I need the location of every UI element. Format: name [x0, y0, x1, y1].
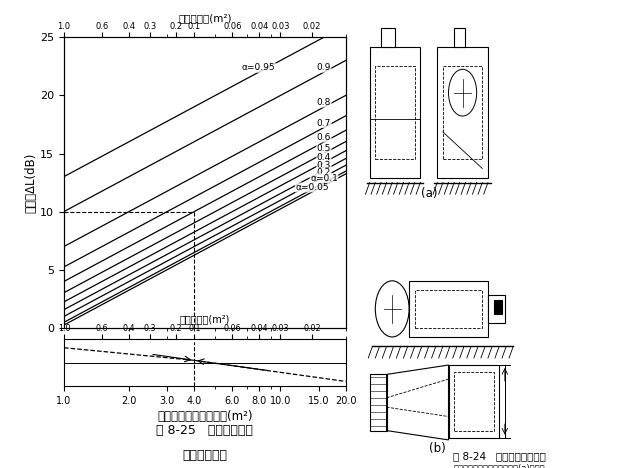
Text: α=0.1: α=0.1	[310, 174, 338, 183]
Text: 0.8: 0.8	[317, 98, 331, 107]
Bar	[381, 28, 395, 47]
Bar	[375, 66, 415, 159]
Text: ）消声筱装在空调机组出口处(a)消声筱: ）消声筱装在空调机组出口处(a)消声筱	[453, 463, 545, 468]
X-axis label: 出口断面积(m²): 出口断面积(m²)	[180, 314, 230, 325]
Bar	[488, 295, 505, 323]
Bar	[454, 372, 493, 431]
Text: 0.5: 0.5	[317, 144, 331, 153]
Text: α=0.95: α=0.95	[242, 63, 275, 72]
Text: 图 8-24   消声静压筱的应用: 图 8-24 消声静压筱的应用	[452, 452, 546, 461]
Text: 0.6: 0.6	[317, 133, 331, 142]
Bar	[454, 28, 465, 47]
Bar	[370, 374, 387, 431]
Bar	[449, 365, 499, 438]
Text: (b): (b)	[429, 442, 445, 455]
Text: 0.3: 0.3	[317, 161, 331, 170]
Text: α=0.05: α=0.05	[295, 183, 329, 192]
Bar	[437, 47, 488, 178]
Text: 0.9: 0.9	[317, 63, 331, 72]
X-axis label: 箱内衬贴吸声材料面积(m²): 箱内衬贴吸声材料面积(m²)	[157, 410, 253, 423]
Bar	[443, 66, 483, 159]
Bar	[415, 290, 483, 328]
Y-axis label: 消声量ΔL(dB): 消声量ΔL(dB)	[24, 152, 37, 213]
Bar	[409, 281, 488, 337]
X-axis label: 出口断面积(m²): 出口断面积(m²)	[178, 13, 232, 23]
Text: 消声量线算图: 消声量线算图	[182, 449, 227, 462]
Text: (a): (a)	[420, 187, 437, 200]
Bar	[493, 300, 502, 314]
Bar	[370, 47, 420, 178]
Text: 0.2: 0.2	[317, 168, 331, 177]
Text: 0.4: 0.4	[317, 154, 331, 162]
Text: 0.7: 0.7	[317, 118, 331, 127]
Text: 图 8-25   消声静压箱的: 图 8-25 消声静压箱的	[156, 424, 253, 437]
